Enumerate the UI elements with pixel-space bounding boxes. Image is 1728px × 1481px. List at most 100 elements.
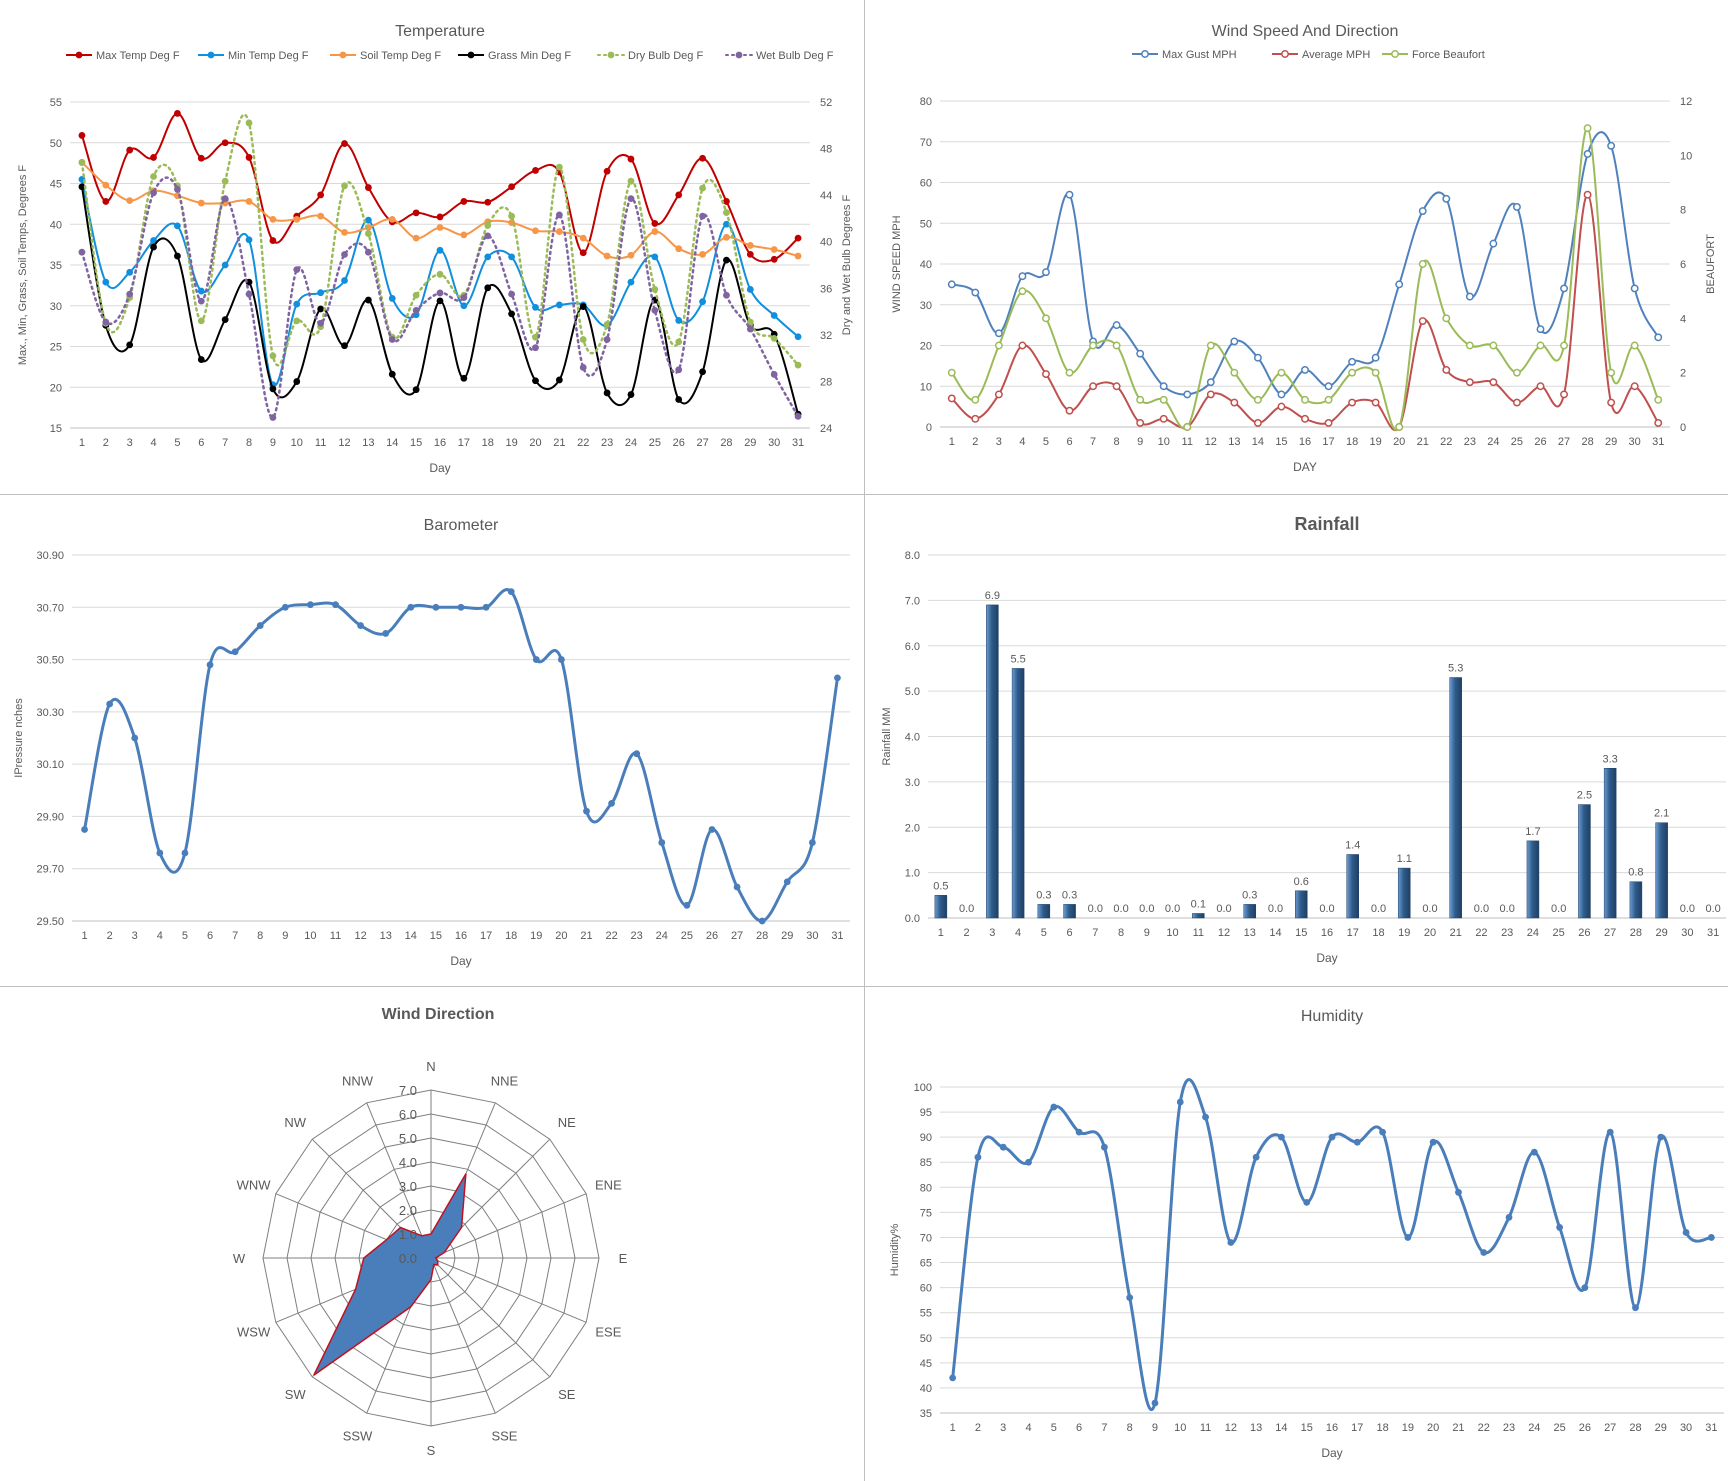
data-point: [627, 391, 635, 398]
y2-tick-label: 28: [820, 376, 832, 388]
data-point: [382, 630, 390, 637]
data-point: [603, 389, 611, 397]
x-tick-label: 1: [950, 1422, 956, 1434]
data-point: [1682, 1229, 1690, 1236]
data-label: 0.0: [1474, 903, 1489, 915]
data-point: [1136, 349, 1145, 358]
x-tick-label: 19: [1402, 1422, 1414, 1434]
data-point: [460, 294, 468, 301]
bar: [934, 895, 948, 919]
data-point: [1489, 378, 1498, 387]
y-tick-label: 65: [920, 1258, 932, 1270]
y-tick-label: 30.70: [36, 602, 64, 614]
data-point: [317, 305, 325, 313]
data-point: [150, 189, 157, 197]
data-point: [1278, 1133, 1285, 1141]
data-point: [1512, 398, 1521, 407]
x-tick-label: 5: [1043, 436, 1049, 448]
category-label: ENE: [595, 1178, 622, 1193]
y-tick-label: 4.0: [905, 732, 920, 744]
data-point: [947, 280, 956, 289]
data-point: [1583, 124, 1592, 133]
x-axis-label: Day: [1316, 951, 1337, 965]
data-point: [583, 807, 590, 815]
legend-label: Wet Bulb Deg F: [756, 50, 834, 62]
data-point: [1418, 207, 1427, 215]
data-point: [971, 395, 980, 404]
series-line-0: [80, 112, 799, 263]
radar-spoke: [366, 1102, 432, 1259]
data-point: [150, 154, 157, 161]
data-point: [723, 256, 730, 264]
data-point: [1159, 382, 1168, 391]
category-label: NNW: [342, 1074, 374, 1089]
x-tick-label: 1: [81, 930, 87, 942]
data-point: [1465, 341, 1474, 350]
data-label: 0.0: [1705, 903, 1720, 915]
data-point: [245, 119, 253, 127]
x-tick-label: 14: [1269, 927, 1281, 939]
x-tick-label: 18: [1376, 1422, 1388, 1434]
data-point: [1089, 382, 1098, 391]
y-tick-label: 20: [50, 382, 62, 394]
data-point: [407, 603, 415, 611]
x-tick-label: 21: [1417, 436, 1429, 448]
y-tick-label: 30.50: [36, 655, 64, 667]
x-tick-label: 23: [601, 437, 613, 449]
data-label: 0.1: [1191, 898, 1206, 910]
x-tick-label: 17: [458, 437, 470, 449]
data-point: [723, 209, 730, 217]
x-tick-label: 29: [1655, 1422, 1667, 1434]
data-point: [723, 220, 730, 228]
data-point: [1042, 268, 1050, 277]
x-tick-label: 22: [605, 930, 617, 942]
x-tick-label: 14: [386, 437, 398, 449]
y-tick-label: 45: [50, 179, 62, 191]
y2-tick-label: 32: [820, 330, 832, 342]
data-point: [1353, 1138, 1361, 1146]
data-point: [293, 378, 301, 385]
x-tick-label: 23: [1503, 1422, 1515, 1434]
data-point: [746, 286, 754, 293]
y-tick-label: 80: [920, 1182, 932, 1194]
data-point: [460, 198, 468, 205]
data-point: [1065, 368, 1074, 377]
legend-marker: [207, 51, 215, 59]
data-point: [794, 234, 802, 242]
data-point: [341, 140, 348, 147]
x-tick-label: 6: [207, 930, 213, 942]
x-tick-label: 26: [1534, 436, 1546, 448]
data-point: [174, 222, 181, 230]
data-point: [1418, 260, 1427, 268]
data-point: [1301, 366, 1309, 374]
data-point: [532, 377, 539, 385]
category-label: N: [426, 1059, 435, 1074]
data-point: [746, 251, 754, 258]
bar: [1655, 822, 1668, 919]
category-label: W: [233, 1251, 246, 1266]
r-tick-label: 7.0: [399, 1083, 417, 1098]
x-tick-label: 9: [270, 437, 276, 449]
chart-title: Humidity: [1301, 1008, 1363, 1025]
y-tick-label: 55: [920, 1308, 932, 1320]
x-tick-label: 8: [246, 437, 252, 449]
y-tick-label: 35: [920, 1408, 932, 1420]
data-point: [1253, 418, 1262, 427]
data-point: [627, 251, 635, 259]
category-label: ESE: [595, 1324, 621, 1339]
data-point: [1581, 1284, 1589, 1292]
data-point: [106, 700, 114, 708]
data-point: [783, 878, 791, 886]
bar: [1192, 913, 1205, 919]
x-axis-label: DAY: [1293, 460, 1317, 474]
y-axis-label: Rainfall MM: [881, 707, 893, 765]
y-tick-label: 1.0: [905, 868, 920, 880]
x-tick-label: 2: [975, 1422, 981, 1434]
series-line-0: [951, 1078, 1712, 1412]
chart-title: Barometer: [424, 517, 499, 534]
x-tick-label: 17: [1351, 1422, 1363, 1434]
x-tick-label: 18: [505, 930, 517, 942]
y-tick-label: 7.0: [905, 595, 920, 607]
data-point: [412, 291, 420, 299]
radar-area: [313, 1173, 467, 1376]
